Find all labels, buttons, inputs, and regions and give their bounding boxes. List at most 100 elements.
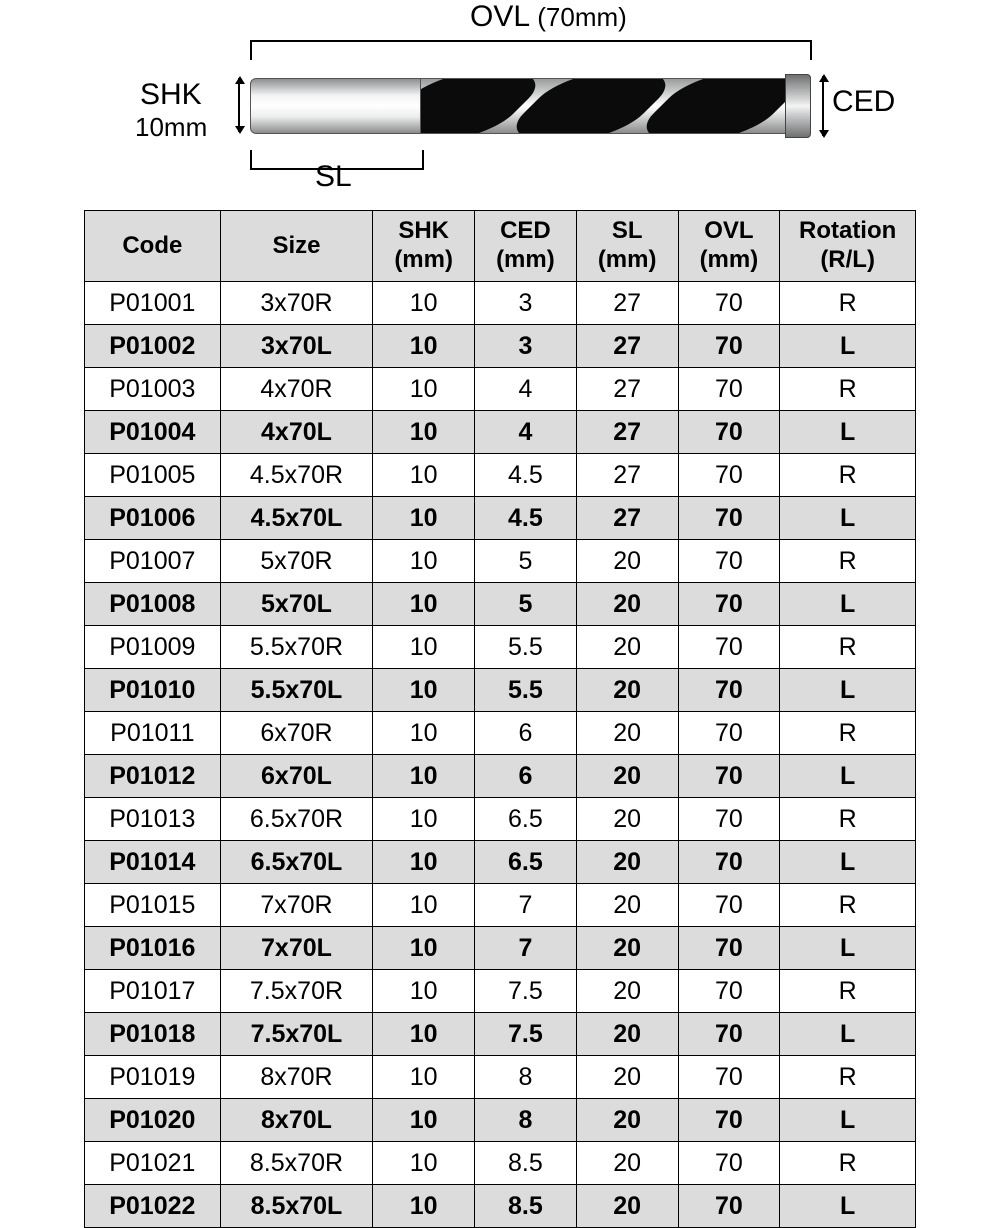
table-row: P010136.5x70R106.52070R: [85, 798, 916, 841]
cell-size: 8x70L: [220, 1099, 373, 1142]
cell-ced: 6: [475, 712, 577, 755]
cell-ovl: 70: [678, 497, 780, 540]
cell-ovl: 70: [678, 669, 780, 712]
table-row: P010105.5x70L105.52070L: [85, 669, 916, 712]
cell-shk: 10: [373, 626, 475, 669]
cell-ced: 4: [475, 368, 577, 411]
spec-table: CodeSizeSHK(mm)CED(mm)SL(mm)OVL(mm)Rotat…: [84, 210, 916, 1228]
col-header-code: Code: [85, 211, 221, 282]
cell-ced: 6.5: [475, 798, 577, 841]
cell-code: P01019: [85, 1056, 221, 1099]
cell-ovl: 70: [678, 970, 780, 1013]
ovl-label: OVL (70mm): [470, 0, 627, 34]
cell-shk: 10: [373, 884, 475, 927]
cell-size: 5x70L: [220, 583, 373, 626]
drill-tip: [785, 74, 811, 138]
cell-rot: R: [780, 1142, 916, 1185]
cell-shk: 10: [373, 1013, 475, 1056]
ced-arrow: [822, 76, 836, 136]
cell-shk: 10: [373, 454, 475, 497]
cell-shk: 10: [373, 1056, 475, 1099]
cell-rot: L: [780, 669, 916, 712]
cell-shk: 10: [373, 669, 475, 712]
cell-rot: R: [780, 712, 916, 755]
cell-code: P01011: [85, 712, 221, 755]
cell-size: 6x70L: [220, 755, 373, 798]
ovl-bracket: [250, 40, 812, 60]
cell-size: 6.5x70L: [220, 841, 373, 884]
cell-ovl: 70: [678, 282, 780, 325]
cell-size: 5.5x70L: [220, 669, 373, 712]
cell-sl: 27: [576, 454, 678, 497]
cell-shk: 10: [373, 325, 475, 368]
cell-shk: 10: [373, 282, 475, 325]
table-row: P010146.5x70L106.52070L: [85, 841, 916, 884]
cell-code: P01010: [85, 669, 221, 712]
cell-code: P01004: [85, 411, 221, 454]
cell-sl: 27: [576, 497, 678, 540]
ovl-text: OVL: [470, 0, 529, 33]
col-header-sl: SL(mm): [576, 211, 678, 282]
cell-rot: L: [780, 1013, 916, 1056]
cell-rot: R: [780, 454, 916, 497]
cell-size: 7x70L: [220, 927, 373, 970]
table-row: P010167x70L1072070L: [85, 927, 916, 970]
cell-shk: 10: [373, 1099, 475, 1142]
cell-sl: 20: [576, 798, 678, 841]
table-row: P010054.5x70R104.52770R: [85, 454, 916, 497]
cell-ced: 7.5: [475, 970, 577, 1013]
cell-rot: L: [780, 583, 916, 626]
cell-rot: L: [780, 325, 916, 368]
table-row: P010177.5x70R107.52070R: [85, 970, 916, 1013]
cell-ced: 5.5: [475, 626, 577, 669]
cell-size: 3x70R: [220, 282, 373, 325]
drill-flute-body: [420, 78, 787, 134]
cell-code: P01005: [85, 454, 221, 497]
drill-shank: [250, 78, 422, 134]
table-head: CodeSizeSHK(mm)CED(mm)SL(mm)OVL(mm)Rotat…: [85, 211, 916, 282]
cell-rot: L: [780, 755, 916, 798]
cell-ced: 5: [475, 540, 577, 583]
cell-sl: 20: [576, 755, 678, 798]
cell-size: 6.5x70R: [220, 798, 373, 841]
cell-rot: R: [780, 1056, 916, 1099]
cell-size: 5x70R: [220, 540, 373, 583]
cell-ovl: 70: [678, 1185, 780, 1228]
col-header-shk: SHK(mm): [373, 211, 475, 282]
cell-ovl: 70: [678, 626, 780, 669]
ced-label: CED: [832, 85, 895, 119]
cell-size: 8.5x70R: [220, 1142, 373, 1185]
cell-sl: 20: [576, 1142, 678, 1185]
cell-rot: R: [780, 798, 916, 841]
table-row: P010034x70R1042770R: [85, 368, 916, 411]
cell-ovl: 70: [678, 540, 780, 583]
cell-shk: 10: [373, 540, 475, 583]
cell-code: P01003: [85, 368, 221, 411]
cell-code: P01020: [85, 1099, 221, 1142]
table-row: P010218.5x70R108.52070R: [85, 1142, 916, 1185]
cell-ovl: 70: [678, 1142, 780, 1185]
cell-code: P01007: [85, 540, 221, 583]
cell-rot: L: [780, 1099, 916, 1142]
cell-sl: 20: [576, 1056, 678, 1099]
cell-size: 5.5x70R: [220, 626, 373, 669]
cell-size: 3x70L: [220, 325, 373, 368]
cell-code: P01022: [85, 1185, 221, 1228]
cell-code: P01021: [85, 1142, 221, 1185]
cell-ced: 5: [475, 583, 577, 626]
table-row: P010075x70R1052070R: [85, 540, 916, 583]
cell-shk: 10: [373, 497, 475, 540]
table-row: P010126x70L1062070L: [85, 755, 916, 798]
table-row: P010208x70L1082070L: [85, 1099, 916, 1142]
cell-ovl: 70: [678, 1056, 780, 1099]
cell-sl: 20: [576, 1013, 678, 1056]
table-row: P010228.5x70L108.52070L: [85, 1185, 916, 1228]
table-body: P010013x70R1032770RP010023x70L1032770LP0…: [85, 282, 916, 1228]
cell-sl: 27: [576, 325, 678, 368]
cell-sl: 27: [576, 282, 678, 325]
cell-size: 6x70R: [220, 712, 373, 755]
table-row: P010157x70R1072070R: [85, 884, 916, 927]
cell-sl: 20: [576, 927, 678, 970]
cell-size: 8x70R: [220, 1056, 373, 1099]
cell-shk: 10: [373, 712, 475, 755]
